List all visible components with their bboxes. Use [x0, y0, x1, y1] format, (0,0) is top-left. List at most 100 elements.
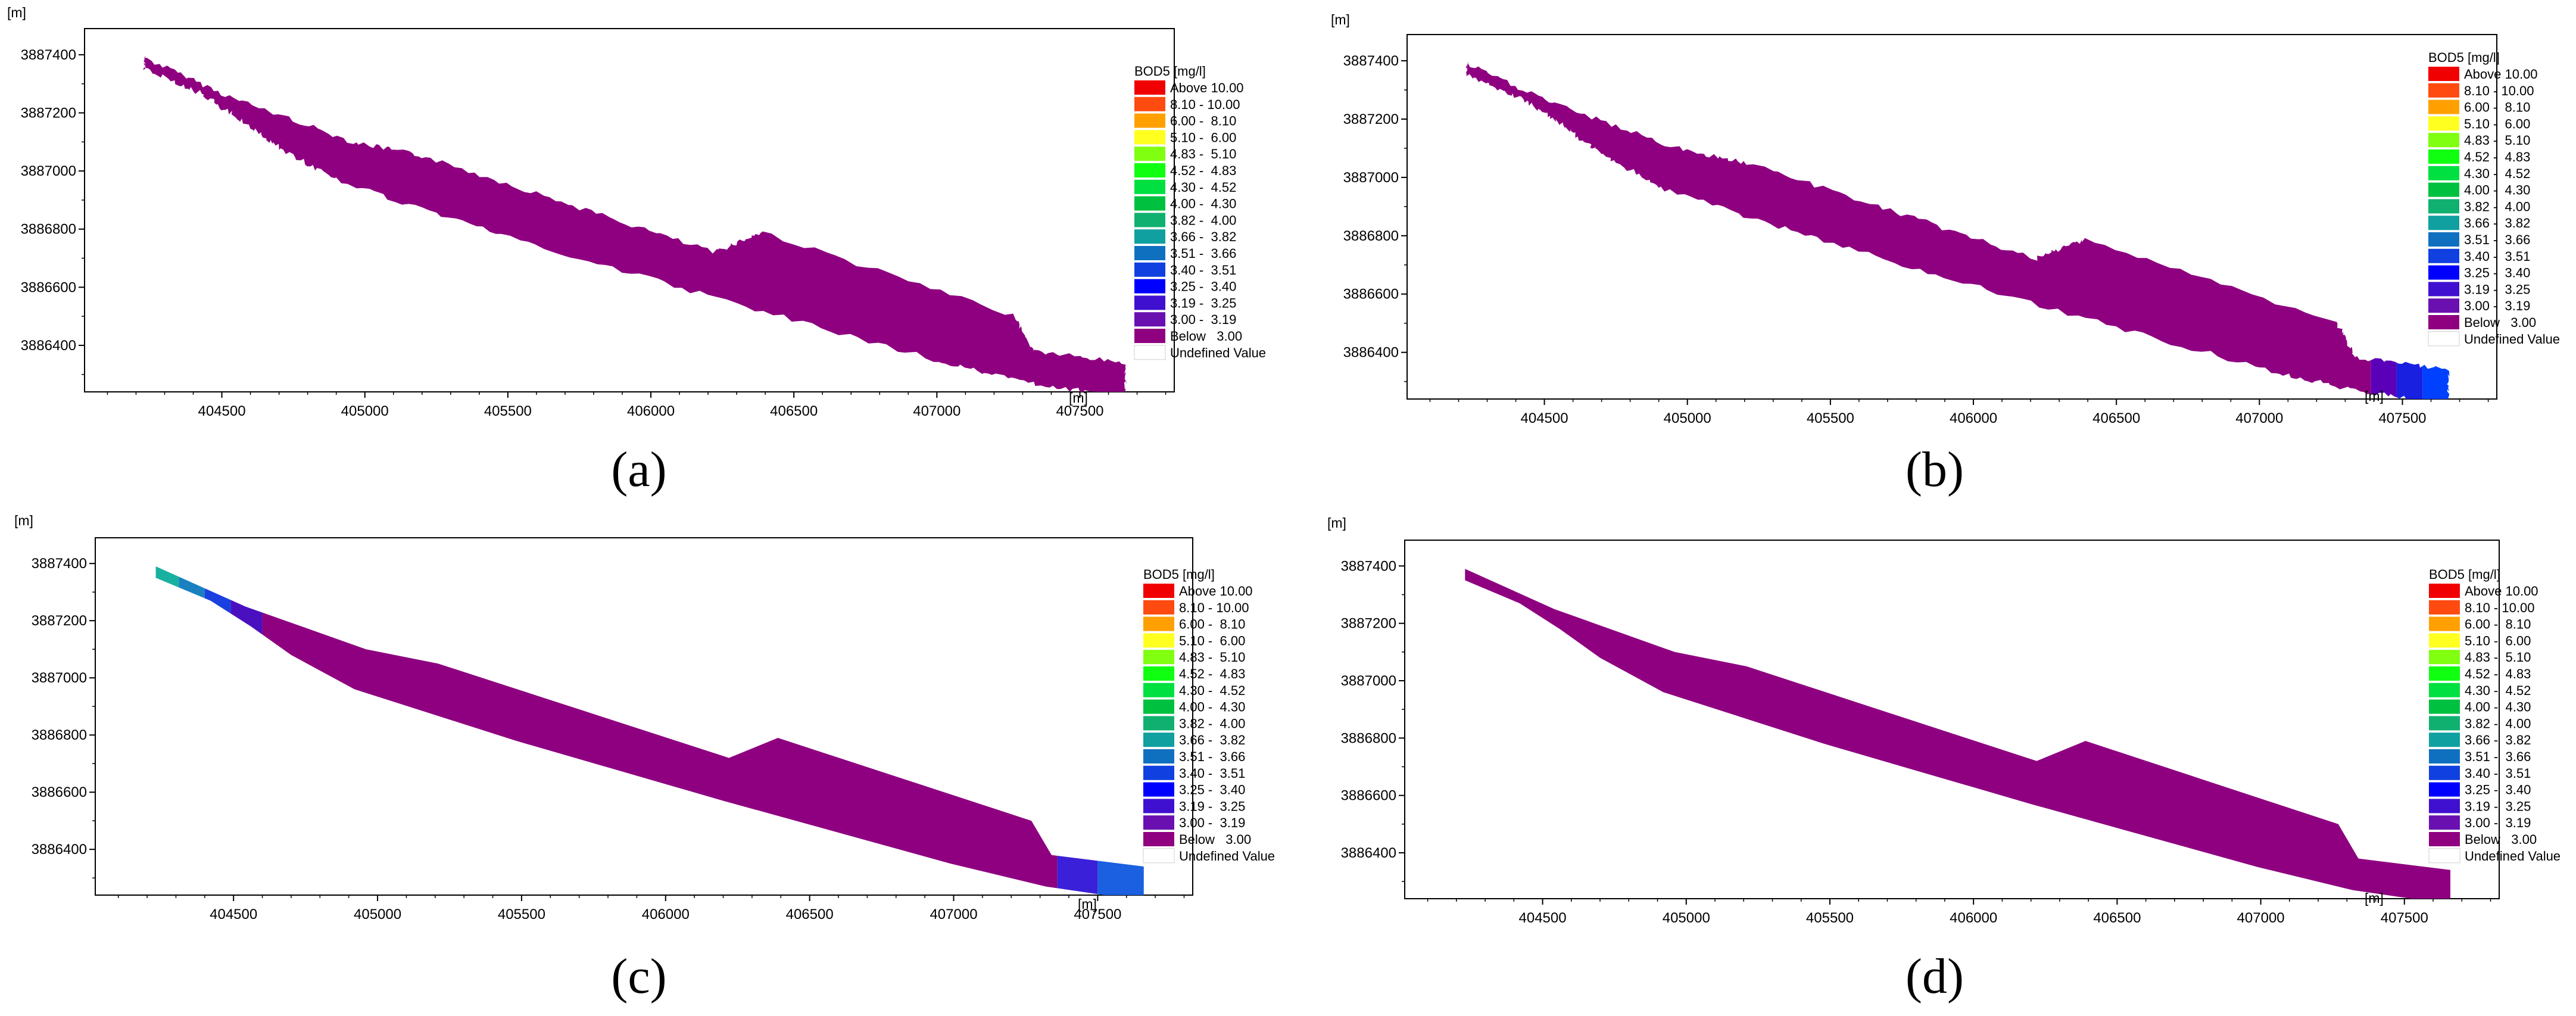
legend-swatch [1143, 584, 1174, 598]
legend-swatch [1143, 749, 1174, 763]
legend-title: BOD5 [mg/l] [1143, 567, 1215, 582]
y-tick-label: 3886400 [1341, 845, 1396, 861]
legend-swatch [1143, 666, 1174, 681]
legend-swatch [1143, 716, 1174, 731]
legend-swatch [2428, 133, 2459, 148]
legend-label: 5.10 - 6.00 [2465, 633, 2531, 648]
chart-c: 3886400 3886600 3886800 3887000 3887200 38874… [32, 537, 1275, 922]
legend-swatch [2429, 765, 2460, 780]
legend-label: 6.00 - 8.10 [1179, 617, 1245, 632]
legend-label: 8.10 - 10.00 [1179, 600, 1249, 615]
legend-swatch [2429, 716, 2460, 731]
legend-label: 4.00 - 4.30 [1170, 197, 1236, 211]
x-tick-label: 406000 [1950, 410, 1997, 426]
legend-swatch [2429, 733, 2460, 747]
legend-swatch [2428, 265, 2459, 280]
legend-label: 4.83 - 5.10 [1179, 650, 1245, 665]
legend-swatch [1134, 312, 1165, 327]
x-tick-label: 404500 [1519, 910, 1567, 926]
chart-d: 3886400 3886600 3886800 3887000 3887200 38874… [1341, 540, 2561, 926]
legend-label: 3.25 - 3.40 [1179, 783, 1245, 797]
legend-label: 4.52 - 4.83 [1179, 666, 1245, 681]
x-tick-label: 405500 [484, 403, 532, 419]
x-tick-label: 406000 [1950, 910, 1997, 926]
legend-swatch [2428, 331, 2460, 347]
chart-a: 3886400 3886600 3886800 3887000 3887200 38874… [21, 28, 1266, 419]
legend-label: 3.19 - 3.25 [1170, 295, 1236, 310]
legend-label: 3.25 - 3.40 [2464, 266, 2530, 281]
legend-swatch [1134, 229, 1165, 244]
legend-label: 6.00 - 8.10 [1170, 114, 1236, 129]
legend-label: 4.83 - 5.10 [2465, 650, 2531, 665]
x-tick-label: 406500 [786, 906, 834, 922]
legend-swatch [1134, 147, 1165, 161]
legend-label: 6.00 - 8.10 [2464, 100, 2530, 115]
legend-swatch [1134, 179, 1165, 194]
x-unit-label: [m] [1069, 390, 1088, 406]
x-tick-label: 406500 [770, 403, 818, 419]
y-tick-label: 3886800 [1343, 228, 1399, 244]
legend-label: 8.10 - 10.00 [1170, 97, 1240, 112]
y-tick-label: 3887200 [1343, 111, 1399, 127]
y-tick-label: 3886400 [32, 842, 87, 858]
y-tick-label: 3886800 [32, 727, 87, 743]
legend-label: 3.66 - 3.82 [2464, 216, 2530, 230]
y-tick-label: 3887400 [21, 47, 76, 63]
legend-swatch [2428, 67, 2459, 81]
y-tick-label: 3887200 [21, 105, 76, 121]
legend-swatch [2428, 149, 2459, 164]
legend-swatch [1143, 733, 1174, 747]
y-unit-label: [m] [1331, 12, 1350, 27]
legend: BOD5 [mg/l] Above 10.008.10 - 10.00 6.00 -… [2428, 567, 2561, 864]
legend-swatch [2428, 248, 2459, 263]
legend: BOD5 [mg/l] Above 10.008.10 - 10.00 6.00 -… [2428, 50, 2560, 347]
x-tick-label: 406500 [2092, 410, 2140, 426]
legend-swatch [2429, 782, 2460, 797]
x-unit-label: [m] [2365, 890, 2384, 906]
x-tick-label: 405500 [498, 906, 545, 922]
legend-title: BOD5 [mg/l] [2429, 567, 2500, 582]
legend-label: 5.10 - 6.00 [1179, 633, 1245, 648]
legend-label: 3.51 - 3.66 [2464, 232, 2530, 247]
legend-swatch [1134, 113, 1165, 128]
legend-swatch [2428, 199, 2459, 214]
legend-label: 3.25 - 3.40 [1170, 279, 1236, 294]
y-tick-label: 3887000 [32, 670, 87, 686]
legend-swatch [1143, 616, 1174, 631]
panel-a: [m] 3886400 3886600 3886800 3887000 3887200 3… [0, 0, 1288, 508]
legend-label: 4.52 - 4.83 [2464, 149, 2530, 164]
legend-label: 3.40 - 3.51 [2464, 249, 2530, 264]
legend-swatch [1134, 246, 1165, 260]
y-tick-label: 3886800 [1341, 730, 1396, 746]
panel-caption: (c) [611, 949, 667, 1004]
panel-b: [m] 3886400 3886600 3886800 3887000 3887200 3… [1288, 0, 2576, 508]
x-tick-label: 405000 [341, 403, 389, 419]
y-tick-label: 3887400 [1341, 558, 1396, 574]
legend-label: 3.51 - 3.66 [2465, 749, 2531, 764]
y-tick-label: 3886800 [21, 222, 76, 238]
legend-swatch [2429, 682, 2460, 697]
legend-swatch [2429, 650, 2460, 665]
legend-swatch [1134, 262, 1165, 277]
y-unit-label: [m] [7, 5, 26, 20]
legend-label: 6.00 - 8.10 [2465, 617, 2531, 632]
legend-label: 8.10 - 10.00 [2465, 600, 2534, 615]
legend-label: Above 10.00 [1170, 80, 1244, 95]
legend-label: 4.30 - 4.52 [1170, 180, 1236, 195]
x-tick-label: 405000 [1663, 910, 1710, 926]
legend-swatch [2429, 600, 2460, 615]
legend-swatch [1134, 295, 1165, 310]
legend-label: Undefined Value [2464, 332, 2560, 347]
panel-d: [m] 3886400 3886600 3886800 3887000 3887200 3… [1288, 508, 2576, 1016]
legend-label: 3.40 - 3.51 [1179, 766, 1245, 781]
x-tick-label: 405000 [1664, 410, 1711, 426]
legend-swatch [1134, 345, 1166, 360]
legend-label: 3.19 - 3.25 [1179, 799, 1245, 814]
y-unit-label: [m] [1327, 515, 1346, 531]
legend-label: 4.83 - 5.10 [2464, 133, 2530, 148]
x-tick-label: 407000 [913, 403, 960, 419]
legend-swatch [1143, 600, 1174, 615]
legend-label: Below 3.00 [2465, 832, 2537, 847]
legend-swatch [1143, 782, 1174, 797]
legend-swatch [2429, 749, 2460, 763]
